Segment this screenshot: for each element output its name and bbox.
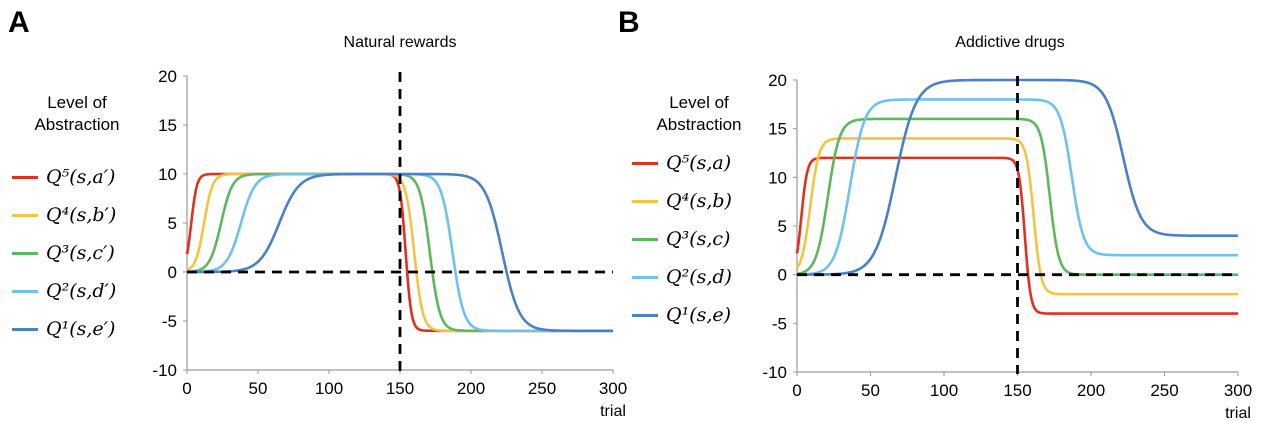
chart-a-y-tick-label: 5 [168,214,177,233]
chart-a-y-tick-label: 20 [158,67,177,86]
chart-b-y-tick-label: -5 [772,314,787,333]
legend-item: Q²(s,d′) [12,276,116,306]
legend-label: Q⁴(s,b′) [46,204,117,226]
legend-label: Q²(s,d′) [46,280,117,302]
legend-item: Q¹(s,e′) [12,314,115,344]
chart-a-x-axis-label: trial [600,403,626,420]
legend-label: Q³(s,c) [666,228,731,250]
chart-b-series-1 [796,78,1239,276]
legend-item: Q¹(s,e) [632,300,731,330]
chart-b-y-tick-label: 15 [768,120,787,139]
chart-b-y-tick-label: 20 [768,71,787,90]
legend-item: Q⁵(s,a) [632,148,731,178]
chart-b-x-tick-label: 300 [1224,381,1252,400]
chart-a-x-tick-label: 150 [386,379,414,398]
legend-swatch [12,175,38,179]
chart-b-y-tick-label: -10 [762,363,787,382]
chart-b-x-tick-label: 0 [792,381,801,400]
legend-item: Q⁵(s,a′) [12,162,115,192]
legend-swatch [12,251,38,255]
legend-swatch [12,327,38,331]
legend-label: Q¹(s,e′) [46,318,116,340]
legend-item: Q³(s,c) [632,224,730,254]
legend-swatch [632,161,658,165]
legend-swatch [632,313,658,317]
panel-letter-b: B [618,6,640,39]
chart-a-y-tick-label: 15 [158,116,177,135]
chart-title-b: Addictive drugs [955,34,1065,51]
chart-a-y-tick-label: -5 [162,312,177,331]
legend-title-b: Level of Abstraction [656,93,742,134]
chart-a-y-tick-label: 10 [158,165,177,184]
chart-b-x-tick-label: 200 [1077,381,1105,400]
legend-item: Q²(s,d) [632,262,732,292]
chart-b-y-tick-label: 5 [778,217,787,236]
panel-letter-a: A [8,6,30,39]
chart-b-x-tick-label: 250 [1150,381,1178,400]
chart-a-x-tick-label: 0 [182,379,191,398]
legend-swatch [632,275,658,279]
legend-label: Q⁵(s,a) [666,152,732,174]
legend-item: Q⁴(s,b′) [12,200,116,230]
legend-item: Q³(s,c′) [12,238,115,268]
chart-a-y-tick-label: -10 [152,361,177,380]
chart-b-y-tick-label: 0 [778,266,787,285]
legend-label: Q⁴(s,b) [666,190,732,212]
chart-a-x-tick-label: 250 [528,379,556,398]
legend-item: Q⁴(s,b) [632,186,732,216]
legend-label: Q⁵(s,a′) [46,166,116,188]
legend-swatch [12,213,38,217]
chart-a-x-tick-label: 200 [457,379,485,398]
chart-b-x-axis-label: trial [1225,405,1251,422]
chart-b-x-tick-label: 50 [861,381,880,400]
chart-a-y-tick-label: 0 [168,263,177,282]
legend-label: Q²(s,d) [666,266,732,288]
chart-a-x-tick-label: 100 [315,379,343,398]
chart-b-series-4 [795,137,1239,296]
legend-swatch [12,289,38,293]
legend-label: Q¹(s,e) [666,304,732,326]
chart-title-a: Natural rewards [343,34,457,51]
chart-b-y-tick-label: 10 [768,168,787,187]
chart-b-x-tick-label: 100 [930,381,958,400]
legend-label: Q³(s,c′) [46,242,115,264]
legend-title-a: Level of Abstraction [34,93,120,134]
chart-a-x-tick-label: 300 [599,379,627,398]
legend-swatch [632,237,658,241]
chart-b-x-tick-label: 150 [1003,381,1031,400]
legend-swatch [632,199,658,203]
chart-a-x-tick-label: 50 [249,379,268,398]
